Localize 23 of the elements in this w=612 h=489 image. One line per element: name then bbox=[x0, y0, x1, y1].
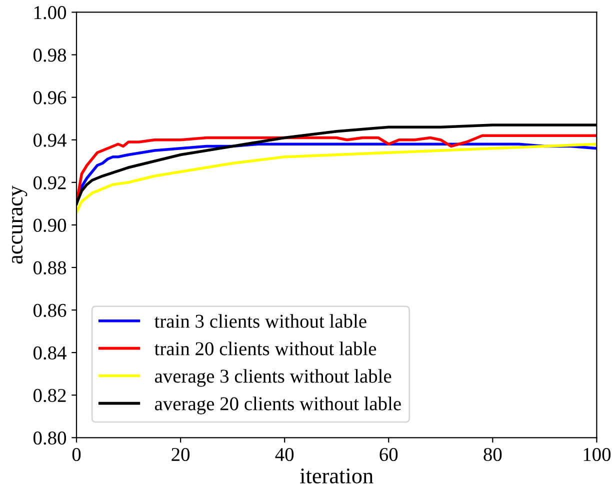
y-tick-label: 1.00 bbox=[34, 6, 66, 20]
x-tick-label: 20 bbox=[172, 448, 190, 462]
y-tick-label: 0.98 bbox=[33, 48, 66, 62]
legend-label: average 3 clients without lable bbox=[154, 369, 392, 387]
y-axis-title: accuracy bbox=[12, 186, 28, 264]
x-tick-label: 80 bbox=[484, 448, 502, 462]
y-tick-label: 0.86 bbox=[33, 304, 66, 318]
y-tick-label: 0.94 bbox=[33, 134, 66, 147]
y-tick-label: 0.80 bbox=[33, 431, 66, 445]
legend-label: train 3 clients without lable bbox=[154, 314, 366, 328]
y-tick-label: 0.90 bbox=[33, 218, 66, 232]
x-tick-label: 60 bbox=[380, 448, 398, 462]
y-tick-label: 0.96 bbox=[33, 91, 66, 104]
legend-label: average 20 clients without lable bbox=[154, 396, 401, 414]
y-tick-label: 0.92 bbox=[33, 176, 66, 190]
y-tick-label: 0.88 bbox=[33, 261, 66, 275]
x-tick-label: 100 bbox=[584, 448, 611, 462]
x-tick-label: 40 bbox=[275, 448, 294, 462]
legend-label: train 20 clients without lable bbox=[154, 342, 376, 356]
y-tick-label: 0.82 bbox=[33, 388, 66, 402]
x-axis-title: iteration bbox=[300, 468, 374, 484]
x-tick-label: 0 bbox=[72, 448, 81, 462]
y-tick-label: 0.84 bbox=[33, 346, 66, 360]
